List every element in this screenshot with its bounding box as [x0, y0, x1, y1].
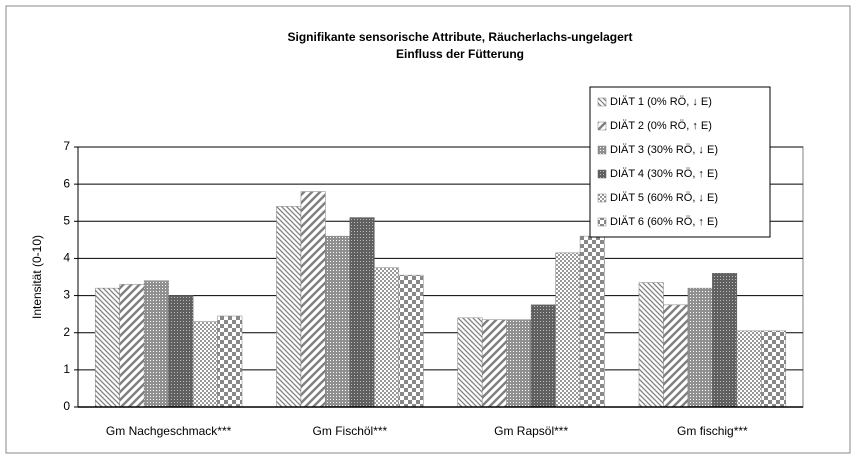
bar: [217, 315, 243, 408]
bar: [457, 317, 483, 408]
bar: [192, 321, 218, 408]
legend-label: DIÄT 1 (0% RÖ, ↓ E): [610, 96, 712, 108]
bar: [119, 284, 145, 408]
bar: [687, 287, 713, 408]
x-tick-label: Gm fischig***: [677, 424, 748, 438]
chart-subtitle: Einfluss der Fütterung: [396, 47, 524, 61]
bar: [712, 273, 738, 408]
x-tick-label: Gm Nachgeschmack***: [106, 424, 232, 438]
y-tick-label: 2: [63, 325, 70, 339]
bar: [325, 235, 351, 408]
y-tick-label: 7: [63, 139, 70, 153]
bar: [761, 330, 787, 408]
y-tick-label: 5: [63, 213, 70, 227]
bar: [276, 206, 302, 408]
legend-swatch: [597, 193, 607, 203]
y-tick-label: 6: [63, 176, 70, 190]
y-tick-label: 1: [63, 362, 70, 376]
bar: [300, 191, 326, 408]
bar: [638, 282, 664, 408]
bar: [398, 274, 424, 408]
legend-swatch: [597, 97, 607, 107]
legend-label: DIÄT 6 (60% RÖ, ↑ E): [610, 216, 718, 228]
legend-label: DIÄT 5 (60% RÖ, ↓ E): [610, 192, 718, 204]
legend-label: DIÄT 4 (30% RÖ, ↑ E): [610, 168, 718, 180]
bar: [481, 319, 507, 408]
legend-label: DIÄT 3 (30% RÖ, ↓ E): [610, 144, 718, 156]
bar: [736, 330, 762, 408]
x-tick-label: Gm Rapsöl***: [494, 424, 568, 438]
bar: [94, 287, 120, 408]
legend-box: [589, 86, 771, 238]
bar: [663, 304, 689, 408]
bar: [579, 235, 605, 408]
bar: [530, 304, 556, 408]
chart-title: Signifikante sensorische Attribute, Räuc…: [288, 30, 633, 44]
y-axis-label: Intensität (0-10): [30, 235, 44, 319]
bar: [143, 280, 169, 408]
bar: [168, 295, 194, 408]
bar: [555, 252, 581, 408]
bar: [349, 217, 375, 408]
x-tick-label: Gm Fischöl***: [313, 424, 388, 438]
legend-swatch: [597, 217, 607, 227]
y-tick-label: 0: [63, 399, 70, 413]
y-tick-label: 4: [63, 251, 70, 265]
legend-swatch: [597, 169, 607, 179]
y-tick-label: 3: [63, 288, 70, 302]
legend-swatch: [597, 145, 607, 155]
bar: [506, 319, 532, 408]
bar: [374, 267, 400, 408]
legend-label: DIÄT 2 (0% RÖ, ↑ E): [610, 120, 712, 132]
legend-swatch: [597, 121, 607, 131]
